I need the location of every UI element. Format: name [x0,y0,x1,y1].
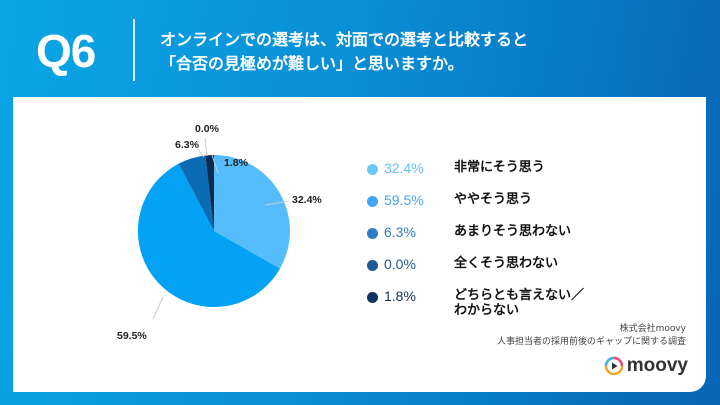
pie-chart [137,137,290,320]
legend-item: 0.0% 全くそう思わない [367,256,584,288]
content-card: 32.4% 59.5% 6.3% 0.0% 1.8% 32.4% 非常にそう思う… [13,97,706,392]
source-survey: 人事担当者の採用前後のギャップに関する調査 [496,337,686,347]
pie-label-somewhat-agree: 59.5% [117,330,147,342]
play-circle-icon [604,356,623,376]
legend-label: 非常にそう思う [454,160,545,175]
legend-label: あまりそう思わない [454,224,572,239]
title-line-2: 「合否の見極めが難しい」と思いますか。 [160,54,464,73]
legend-dot-icon [367,260,378,271]
slice-strongly-agree [214,155,290,269]
legend-item: 1.8% どちらとも言えない／わからない [367,288,584,320]
page-title: オンラインでの選考は、対面での選考と比較すると 「合否の見極めが難しい」と思いま… [160,28,528,76]
legend: 32.4% 非常にそう思う 59.5% ややそう思う 6.3% あまりそう思わな… [367,160,584,320]
pie-label-unsure: 1.8% [224,157,248,169]
title-line-1: オンラインでの選考は、対面での選考と比較すると [160,30,529,49]
legend-label: ややそう思う [454,192,533,207]
legend-dot-icon [367,292,378,303]
legend-pct: 59.5% [384,192,424,208]
source-company: 株式会社moovy [619,324,686,334]
pie-label-somewhat-disagree: 6.3% [175,139,199,151]
legend-pct: 0.0% [384,256,416,272]
legend-dot-icon [367,228,378,239]
legend-label: 全くそう思わない [454,256,559,271]
slice-unsure [205,155,214,231]
source-note: 株式会社moovy 人事担当者の採用前後のギャップに関する調査 [497,323,686,349]
pie-label-strongly-disagree: 0.0% [195,123,219,135]
legend-pct: 32.4% [384,160,424,176]
legend-item: 32.4% 非常にそう思う [367,160,584,192]
legend-dot-icon [367,164,378,175]
legend-item: 6.3% あまりそう思わない [367,224,584,256]
legend-pct: 1.8% [384,288,416,304]
question-number: Q6 [36,25,96,77]
legend-dot-icon [367,196,378,207]
slice-somewhat-disagree [178,155,214,231]
pie-label-strongly-agree: 32.4% [292,194,322,206]
legend-pct: 6.3% [384,224,416,240]
logo-text: moovy [626,355,688,376]
legend-item: 59.5% ややそう思う [367,192,584,224]
header-divider [133,19,135,81]
legend-label: どちらとも言えない／わからない [454,288,585,318]
moovy-logo: moovy [604,355,688,377]
slice-somewhat-agree [137,163,281,308]
